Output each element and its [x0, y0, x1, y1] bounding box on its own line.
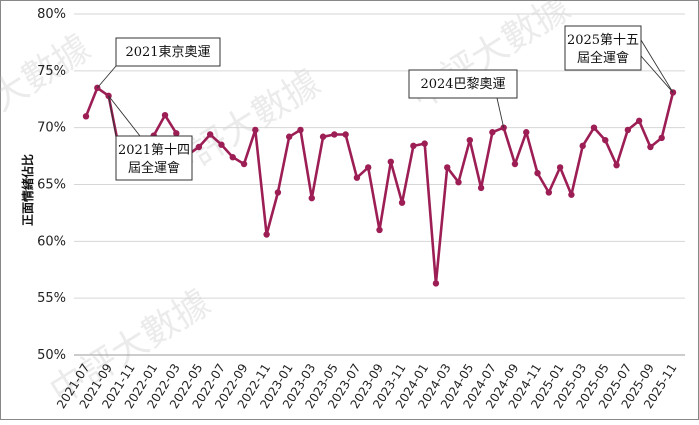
data-point [500, 124, 507, 131]
annotation-leader [108, 95, 117, 137]
data-point [206, 131, 214, 138]
y-tick-label: 70% [37, 121, 66, 136]
annotation-label: 屆全運會 [128, 160, 180, 176]
y-tick-label: 75% [37, 64, 66, 79]
y-axis-label: 正面情緒佔比 [20, 154, 35, 226]
data-point [297, 126, 304, 134]
data-point [613, 161, 620, 169]
data-point [534, 169, 541, 177]
annotation-leader [640, 39, 674, 93]
data-point [252, 126, 259, 134]
annotation-leader [640, 55, 674, 93]
data-point [387, 158, 394, 165]
data-point [658, 134, 665, 142]
data-point [523, 129, 530, 136]
data-point [455, 179, 462, 186]
data-point [308, 194, 315, 202]
data-point [319, 133, 327, 140]
data-point [240, 160, 248, 168]
data-point [285, 133, 293, 140]
data-point [173, 130, 180, 137]
data-point [218, 141, 225, 148]
data-point [263, 231, 270, 238]
y-tick-label: 50% [37, 348, 66, 363]
annotation-label: 2025第十五 [567, 33, 639, 48]
annotation-label: 屆全運會 [577, 50, 629, 66]
annotation-leader [496, 97, 505, 128]
annotation-leader [108, 95, 141, 137]
data-point [647, 143, 654, 151]
data-point [365, 164, 372, 171]
y-axis-ticks: 50% 55% 60% 65% 70% 75% 80% [37, 7, 66, 363]
gridlines [74, 13, 685, 356]
data-point [274, 189, 282, 196]
annotation-box [115, 37, 221, 67]
data-point [331, 131, 338, 138]
annotation-box [408, 69, 518, 99]
data-point [477, 184, 485, 192]
data-point [568, 191, 575, 198]
data-point [602, 136, 609, 144]
y-tick-label: 60% [37, 234, 66, 249]
data-point [410, 142, 417, 150]
data-point [590, 124, 598, 131]
data-point [376, 226, 383, 234]
annotation-box [564, 25, 642, 71]
data-point [229, 154, 236, 161]
data-point [579, 142, 586, 150]
data-point [511, 160, 519, 168]
annotation-label: 2021第十四 [118, 143, 190, 158]
annotation-label: 2024巴黎奧運 [420, 77, 505, 92]
data-point [398, 199, 406, 206]
annotation-box [115, 135, 193, 181]
data-point [342, 131, 349, 138]
y-tick-label: 55% [37, 291, 66, 306]
annotation-label: 2021東京奧運 [125, 44, 210, 60]
data-point [82, 113, 90, 120]
data-point [624, 126, 632, 134]
annotation-leader [96, 65, 117, 89]
data-point [556, 164, 564, 171]
data-point [195, 143, 203, 151]
data-point [353, 174, 361, 181]
data-point [466, 136, 474, 144]
data-point [421, 140, 428, 147]
data-point [545, 189, 553, 196]
data-point [635, 117, 643, 125]
data-point [489, 129, 496, 136]
data-point [444, 164, 451, 171]
data-point [432, 280, 440, 287]
y-tick-label: 80% [37, 7, 66, 22]
data-point [161, 111, 169, 119]
y-tick-label: 65% [37, 178, 66, 193]
